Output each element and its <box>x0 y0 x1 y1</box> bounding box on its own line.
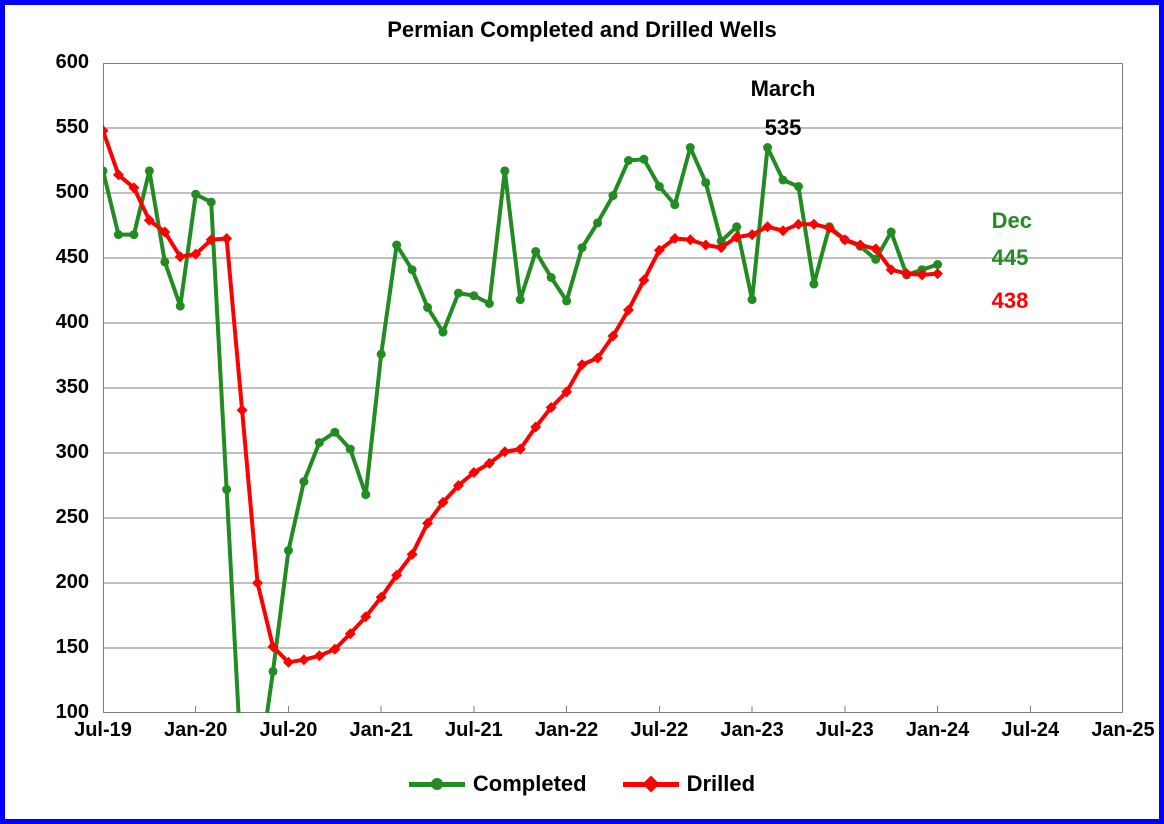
plot-svg <box>103 63 1123 713</box>
x-tick-label: Jul-19 <box>74 719 132 742</box>
x-tick-label: Jul-20 <box>260 719 318 742</box>
annotation: Dec <box>992 208 1032 234</box>
annotation: 535 <box>765 115 802 141</box>
annotation: 438 <box>992 288 1029 314</box>
y-tick-label: 400 <box>56 311 89 334</box>
legend-swatch <box>409 773 465 795</box>
chart-title: Permian Completed and Drilled Wells <box>5 17 1159 43</box>
x-tick-label: Jan-20 <box>164 719 227 742</box>
x-tick-label: Jan-22 <box>535 719 598 742</box>
plot-area <box>103 63 1123 713</box>
y-tick-label: 350 <box>56 376 89 399</box>
y-tick-label: 600 <box>56 51 89 74</box>
legend: Completed Drilled <box>5 771 1159 801</box>
y-tick-label: 500 <box>56 181 89 204</box>
x-tick-label: Jan-25 <box>1091 719 1154 742</box>
x-tick-label: Jan-23 <box>720 719 783 742</box>
legend-item: Completed <box>409 771 587 797</box>
y-tick-label: 450 <box>56 246 89 269</box>
y-tick-label: 150 <box>56 636 89 659</box>
x-tick-label: Jul-24 <box>1001 719 1059 742</box>
x-tick-label: Jul-21 <box>445 719 503 742</box>
legend-item: Drilled <box>623 771 755 797</box>
y-tick-label: 200 <box>56 571 89 594</box>
y-tick-label: 300 <box>56 441 89 464</box>
legend-swatch <box>623 773 679 795</box>
x-tick-label: Jan-21 <box>349 719 412 742</box>
legend-label: Completed <box>473 771 587 797</box>
y-tick-label: 250 <box>56 506 89 529</box>
x-tick-label: Jul-23 <box>816 719 874 742</box>
x-tick-label: Jan-24 <box>906 719 969 742</box>
y-tick-label: 550 <box>56 116 89 139</box>
x-tick-label: Jul-22 <box>630 719 688 742</box>
annotation: March <box>751 76 816 102</box>
chart-frame: Permian Completed and Drilled Wells 1001… <box>0 0 1164 824</box>
annotation: 445 <box>992 245 1029 271</box>
legend-label: Drilled <box>687 771 755 797</box>
